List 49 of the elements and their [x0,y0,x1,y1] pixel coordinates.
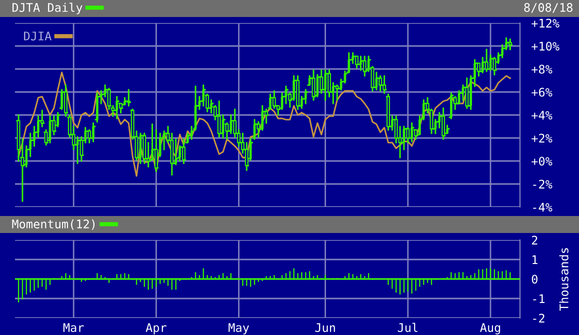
candlestick [362,56,367,77]
candlestick [508,38,513,50]
candlestick [378,75,383,92]
y-tick-label: -4% [533,202,552,212]
candlestick [484,48,489,72]
candlestick [311,69,316,101]
candlestick [114,96,120,120]
candlestick [322,69,328,101]
candlestick [94,92,100,123]
y-tick-label: +4% [532,110,552,120]
y-tick-label: +8% [532,64,552,74]
y-tick-label: -1 [533,294,545,304]
candlestick [56,112,60,128]
candlestick [295,75,300,110]
line-series [18,72,511,177]
candlestick [126,88,132,107]
y-tick-label: -2 [533,314,544,323]
x-tick-label: Mar [63,323,84,332]
y-tick-label: +10% [532,42,560,51]
legend-label: DJTA Daily [12,2,82,14]
y-tick-label: +0% [532,156,552,166]
candlestick [142,132,147,164]
y-axis-title: Thousands [559,248,568,311]
y-tick-label: 0 [532,274,538,284]
candlestick [464,77,470,109]
candlestick [174,138,178,166]
candlestick [440,107,446,140]
x-tick-label: Jul [398,322,418,332]
candlestick [260,105,265,131]
y-tick-label: +6% [532,88,552,97]
x-tick-label: May [228,323,249,334]
y-tick-label: 2 [532,236,538,245]
candlestick [410,122,414,142]
legend-label: Momentum(12) [12,219,95,230]
legend-label: DJIA [24,32,52,40]
y-tick-label: +2% [532,134,552,143]
y-tick-label: +12% [532,18,560,28]
text: 8/08/18 [524,3,572,13]
candlestick [354,56,360,69]
x-tick-label: Jun [315,323,335,332]
candlestick [448,92,454,120]
candlestick [382,75,387,94]
x-tick-label: Aug [480,323,500,334]
candlestick [90,122,96,142]
candlestick [216,100,222,138]
y-tick-label: -2% [533,180,552,189]
candlestick [386,94,391,131]
y-tick-label: 1 [532,255,538,264]
x-tick-label: Apr [146,323,166,334]
